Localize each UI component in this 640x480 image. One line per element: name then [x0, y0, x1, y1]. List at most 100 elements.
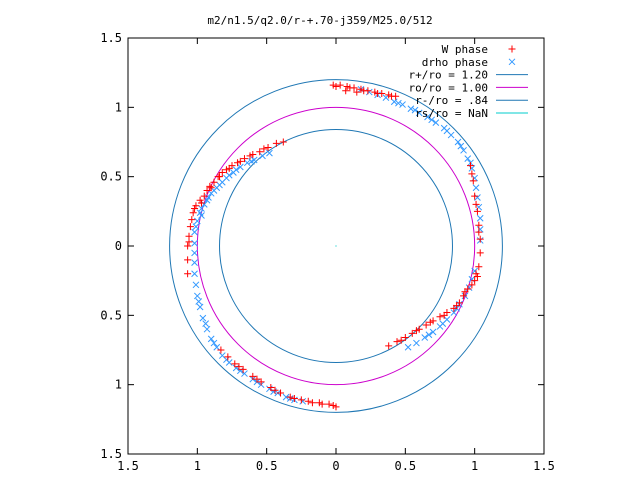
- data-point: [469, 177, 477, 185]
- data-point: [325, 400, 333, 408]
- data-point: [474, 194, 481, 201]
- data-point: [236, 163, 244, 171]
- data-point: [259, 152, 266, 160]
- data-point: [432, 119, 440, 126]
- data-point: [198, 205, 205, 212]
- data-point: [196, 303, 204, 311]
- data-point: [189, 209, 197, 217]
- data-point: [299, 397, 307, 405]
- data-point: [443, 127, 451, 135]
- data-point: [475, 263, 483, 271]
- data-point: [216, 173, 224, 181]
- chart-title: m2/n1.5/q2.0/r-+.70-j359/M25.0/512: [207, 14, 432, 27]
- data-point: [413, 339, 420, 347]
- data-point: [401, 334, 409, 342]
- y-tick-label: 0.5: [100, 170, 122, 184]
- reference-circles: [169, 79, 503, 413]
- center-point: [335, 245, 337, 247]
- data-point: [207, 189, 215, 197]
- data-point: [210, 339, 218, 347]
- data-point: [468, 281, 476, 289]
- data-point: [472, 270, 480, 278]
- data-point: [191, 239, 198, 247]
- data-point: [471, 174, 479, 182]
- data-point: [235, 363, 243, 371]
- reference-circle: [169, 79, 503, 413]
- data-point: [426, 318, 434, 326]
- data-point: [225, 164, 233, 172]
- data-point: [184, 242, 192, 250]
- data-point: [241, 370, 248, 377]
- data-point: [192, 281, 200, 289]
- y-tick-label: 1.5: [100, 31, 122, 45]
- data-point: [464, 155, 472, 162]
- data-point: [472, 200, 480, 208]
- data-point: [253, 375, 261, 383]
- data-point: [191, 249, 198, 257]
- legend-marker: [508, 58, 516, 66]
- data-point: [465, 284, 473, 291]
- x-tick-label: 1.5: [117, 459, 139, 473]
- data-point: [249, 372, 257, 380]
- data-point: [436, 313, 444, 321]
- data-point: [248, 158, 255, 165]
- data-point: [267, 383, 275, 391]
- data-point: [461, 288, 469, 296]
- y-tick-label: 0: [115, 239, 122, 253]
- data-point: [279, 138, 287, 146]
- data-point: [429, 328, 437, 336]
- data-point: [425, 331, 433, 339]
- data-point: [213, 343, 221, 351]
- x-tick-label: 1: [194, 459, 201, 473]
- data-point: [243, 159, 251, 167]
- x-tick-label: 0.5: [256, 459, 278, 473]
- data-point: [468, 275, 476, 283]
- data-point: [476, 235, 484, 243]
- legend-label: ro/ro = 1.00: [409, 81, 488, 94]
- data-point: [184, 270, 192, 278]
- data-point: [453, 302, 461, 310]
- data-point: [332, 83, 340, 91]
- reference-circle: [219, 129, 453, 363]
- x-tick-label: 1: [471, 459, 478, 473]
- data-point: [223, 356, 230, 364]
- data-point: [439, 320, 447, 328]
- legend-label: rs/ro = NaN: [415, 107, 488, 120]
- data-point: [286, 393, 294, 401]
- data-point: [468, 164, 476, 172]
- data-point: [382, 94, 390, 101]
- data-point: [213, 184, 221, 192]
- data-point: [232, 364, 240, 372]
- data-point: [264, 144, 272, 152]
- data-point: [421, 334, 429, 341]
- data-point: [408, 329, 416, 337]
- data-point: [460, 292, 468, 300]
- data-point: [277, 389, 285, 397]
- legend-label: r-/ro = .84: [415, 94, 488, 107]
- data-point: [395, 99, 402, 107]
- data-point: [239, 365, 247, 373]
- data-point: [203, 196, 211, 204]
- data-point: [207, 335, 215, 343]
- data-point: [472, 184, 480, 192]
- data-point: [224, 353, 232, 361]
- data-point: [304, 397, 312, 405]
- data-point: [260, 145, 268, 153]
- data-point: [422, 321, 430, 329]
- data-point: [424, 113, 431, 121]
- data-point: [342, 87, 350, 95]
- data-point: [236, 157, 244, 165]
- data-point: [188, 216, 196, 224]
- data-point: [202, 320, 210, 328]
- data-point: [272, 139, 280, 147]
- data-point: [282, 393, 290, 401]
- data-point: [346, 84, 354, 92]
- data-point: [193, 292, 201, 300]
- data-point: [411, 106, 419, 114]
- data-point: [374, 89, 382, 97]
- data-point: [476, 214, 484, 222]
- data-point: [200, 201, 208, 208]
- data-point: [191, 270, 198, 278]
- data-point: [393, 338, 401, 346]
- data-point: [297, 396, 305, 404]
